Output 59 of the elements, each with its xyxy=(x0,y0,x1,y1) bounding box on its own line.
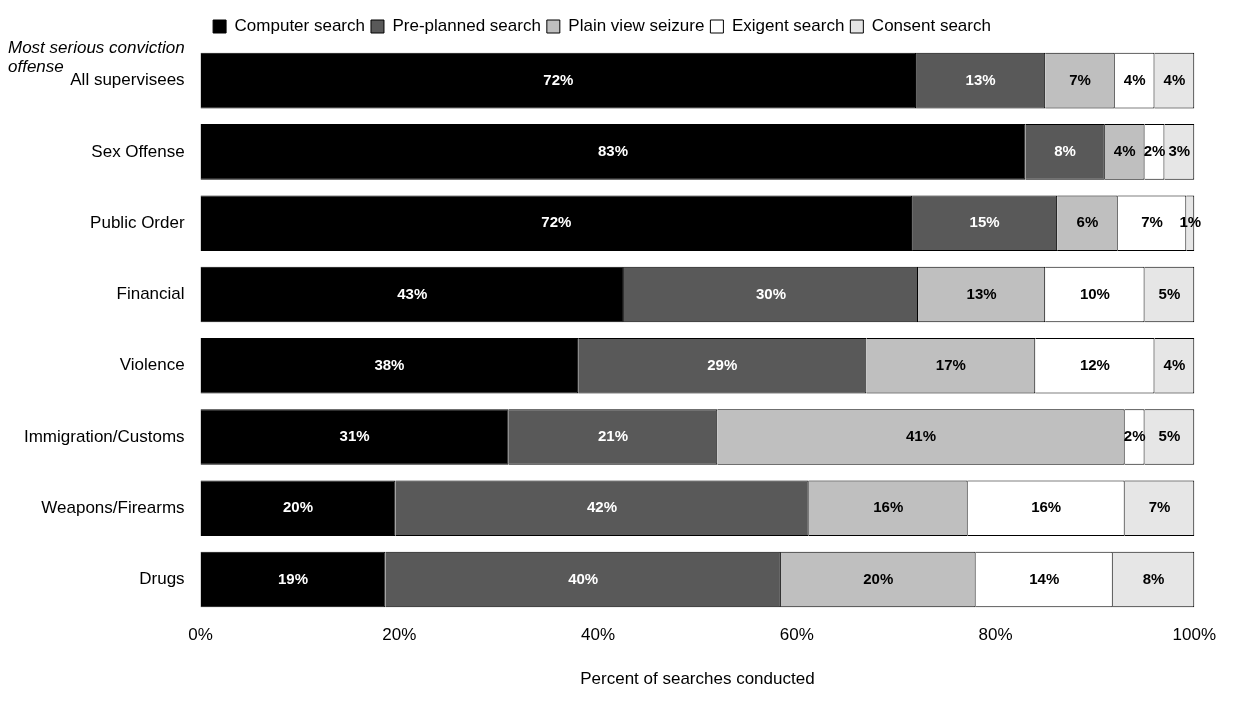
data-label: 7% xyxy=(1069,70,1091,88)
data-label: 15% xyxy=(969,213,1000,231)
data-label: 21% xyxy=(597,427,628,445)
y-tick-label: Financial xyxy=(116,284,185,304)
x-axis-title: Percent of searches conducted xyxy=(580,669,815,689)
bar xyxy=(200,409,509,465)
data-label: 30% xyxy=(755,284,786,302)
legend-label: Exigent search xyxy=(731,16,845,36)
data-label: 20% xyxy=(863,569,894,587)
data-label: 5% xyxy=(1158,284,1181,302)
legend-label: Consent search xyxy=(871,16,991,36)
data-label: 31% xyxy=(339,427,370,445)
data-label: 72% xyxy=(543,70,574,88)
data-label: 4% xyxy=(1163,70,1186,88)
data-label: 8% xyxy=(1054,142,1076,160)
data-label: 13% xyxy=(966,284,997,302)
x-tick-label: 40% xyxy=(581,625,616,645)
data-label: 7% xyxy=(1141,213,1163,231)
data-label: 7% xyxy=(1148,498,1171,516)
x-tick-label: 100% xyxy=(1172,625,1216,645)
x-tick-label: 20% xyxy=(382,625,417,645)
data-label: 4% xyxy=(1123,70,1146,88)
data-label: 38% xyxy=(374,355,405,373)
data-label: 3% xyxy=(1168,142,1191,160)
data-label: 16% xyxy=(1031,498,1062,516)
data-label: 29% xyxy=(707,355,738,373)
data-label: 42% xyxy=(587,498,618,516)
y-tick-label: Public Order xyxy=(90,212,185,232)
data-label: 19% xyxy=(277,569,309,587)
legend-label: Plain view seizure xyxy=(568,16,705,36)
data-label: 5% xyxy=(1158,427,1181,445)
x-tick-label: 80% xyxy=(978,625,1013,645)
data-label: 12% xyxy=(1079,355,1110,373)
x-tick-label: 0% xyxy=(188,625,213,645)
y-tick-label: Violence xyxy=(119,355,185,375)
data-label: 40% xyxy=(568,569,599,587)
data-label: 4% xyxy=(1163,355,1186,373)
data-label: 83% xyxy=(597,142,628,160)
data-label: 72% xyxy=(541,213,572,231)
data-label: 6% xyxy=(1076,213,1099,231)
y-tick-label: Drugs xyxy=(139,569,185,589)
data-label: 2% xyxy=(1123,427,1146,445)
data-label: 41% xyxy=(905,427,937,445)
data-label: 17% xyxy=(935,355,966,373)
y-tick-label: Immigration/Customs xyxy=(23,426,185,446)
data-label: 16% xyxy=(873,498,904,516)
data-label: 2% xyxy=(1143,142,1166,160)
data-label: 43% xyxy=(397,284,428,302)
data-label: 20% xyxy=(282,498,313,516)
data-label: 4% xyxy=(1113,142,1136,160)
data-label: 13% xyxy=(965,70,996,88)
data-label: 8% xyxy=(1142,569,1165,587)
y-tick-label: Weapons/Firearms xyxy=(41,497,185,517)
data-label: 10% xyxy=(1079,284,1110,302)
data-label: 14% xyxy=(1029,569,1060,587)
legend-label: Computer search xyxy=(234,16,365,36)
legend-label: Pre-planned search xyxy=(392,16,541,36)
x-tick-label: 60% xyxy=(779,625,814,645)
y-tick-label: Sex Offense xyxy=(91,141,185,161)
